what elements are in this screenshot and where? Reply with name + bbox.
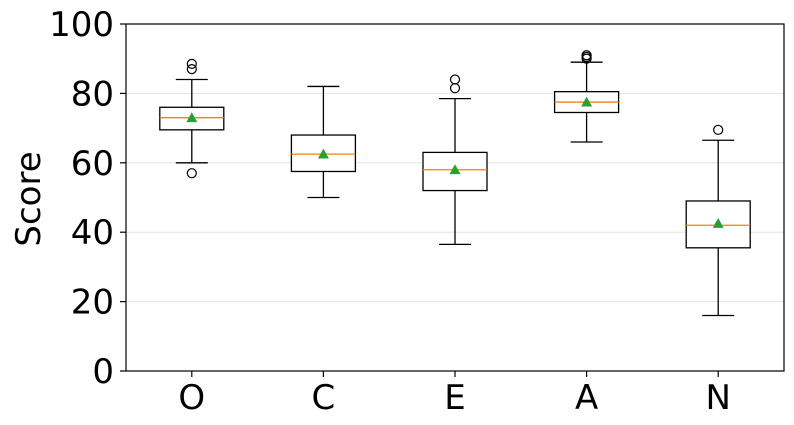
outlier-O-1 <box>186 64 197 75</box>
outlier-O-2 <box>186 168 197 179</box>
box-C <box>290 85 357 199</box>
y-axis-ticks: 0 20 40 60 80 100 <box>49 5 126 392</box>
mean-marker-A <box>581 96 593 107</box>
y-tick-label-100: 100 <box>49 5 114 45</box>
outlier-O-0 <box>186 58 197 70</box>
x-tick-label-O: O <box>178 378 205 418</box>
x-tick-label-N: N <box>705 378 730 418</box>
box-N <box>685 124 751 317</box>
mean-marker-E <box>449 164 461 175</box>
y-tick-label-60: 60 <box>71 144 114 184</box>
outlier-E-0 <box>449 74 461 85</box>
outlier-N-0 <box>713 124 724 135</box>
y-axis-label: Score <box>9 151 49 246</box>
y-tick-label-40: 40 <box>71 213 114 253</box>
box-O <box>159 58 225 179</box>
box-A <box>553 50 620 143</box>
box-E <box>422 74 488 245</box>
mean-marker-N <box>712 218 724 228</box>
mean-marker-C <box>317 148 329 159</box>
x-tick-label-E: E <box>444 378 465 418</box>
mean-marker-O <box>186 112 198 123</box>
y-tick-label-80: 80 <box>71 74 114 114</box>
x-tick-label-A: A <box>575 378 598 418</box>
y-tick-label-20: 20 <box>71 283 114 323</box>
box-series <box>159 50 751 317</box>
x-tick-label-C: C <box>312 378 336 418</box>
outlier-A-2 <box>581 53 592 64</box>
y-tick-label-0: 0 <box>92 352 114 392</box>
outlier-E-1 <box>449 83 461 94</box>
